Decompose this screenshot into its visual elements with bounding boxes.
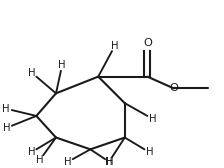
Text: H: H	[111, 41, 118, 51]
Text: O: O	[143, 38, 152, 48]
Text: H: H	[58, 60, 66, 70]
Text: H: H	[146, 147, 153, 157]
Text: H: H	[149, 114, 156, 124]
Text: H: H	[2, 104, 10, 114]
Text: H: H	[106, 157, 114, 167]
Text: H: H	[105, 157, 112, 167]
Text: H: H	[36, 155, 43, 165]
Text: H: H	[2, 123, 10, 133]
Text: H: H	[28, 68, 36, 78]
Text: O: O	[170, 83, 178, 93]
Text: H: H	[64, 157, 71, 167]
Text: H: H	[28, 147, 35, 157]
